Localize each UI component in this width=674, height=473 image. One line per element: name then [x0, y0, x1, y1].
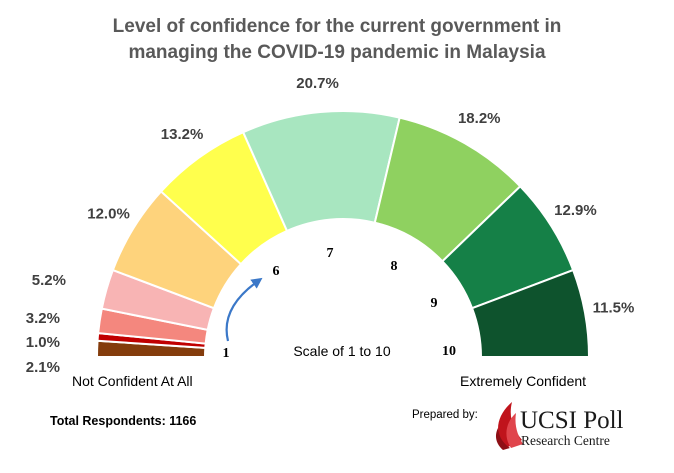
percentage-label-10: 11.5% [593, 300, 635, 317]
flame-icon [495, 402, 523, 450]
logo-subtitle: Research Centre [521, 433, 610, 448]
chart-title-line-1: Level of confidence for the current gove… [113, 16, 562, 37]
scale-label-8: 8 [391, 259, 398, 274]
percentage-label-3: 3.2% [26, 310, 60, 327]
percentage-label-4: 5.2% [32, 272, 66, 289]
prepared-by-label: Prepared by: [412, 409, 478, 421]
percentage-label-9: 12.9% [554, 202, 597, 219]
scale-label-1: 1 [223, 346, 230, 361]
percentage-label-6: 13.2% [161, 126, 204, 143]
right-end-label: Extremely Confident [460, 373, 586, 389]
ucsi-poll-logo: UCSI Poll Research Centre [495, 402, 624, 450]
logo-name: UCSI Poll [520, 407, 624, 434]
scale-label-10: 10 [442, 344, 456, 359]
gauge-segment-10 [470, 268, 591, 358]
percentage-label-1: 2.1% [26, 359, 60, 376]
percentage-labels: 2.1% 1.0% 3.2% 5.2% 12.0% 13.2% 20.7% 18.2% 12.9… [26, 75, 635, 376]
scale-label-9: 9 [431, 296, 438, 311]
percentage-label-7: 20.7% [296, 75, 339, 92]
percentage-label-8: 18.2% [458, 110, 501, 127]
percentage-label-2: 1.0% [26, 334, 60, 351]
center-scale-label: Scale of 1 to 10 [293, 343, 391, 359]
scale-label-6: 6 [273, 264, 280, 279]
total-respondents: Total Respondents: 1166 [50, 414, 196, 428]
gauge-segments [95, 110, 591, 358]
chart-title-line-2: managing the COVID-19 pandemic in Malays… [128, 42, 545, 63]
percentage-label-5: 12.0% [87, 205, 130, 222]
scale-label-7: 7 [327, 246, 334, 261]
scale-direction-arrow [225, 277, 263, 342]
scale-number-labels: 1 6 7 8 9 10 [223, 246, 457, 361]
left-end-label: Not Confident At All [72, 373, 193, 389]
